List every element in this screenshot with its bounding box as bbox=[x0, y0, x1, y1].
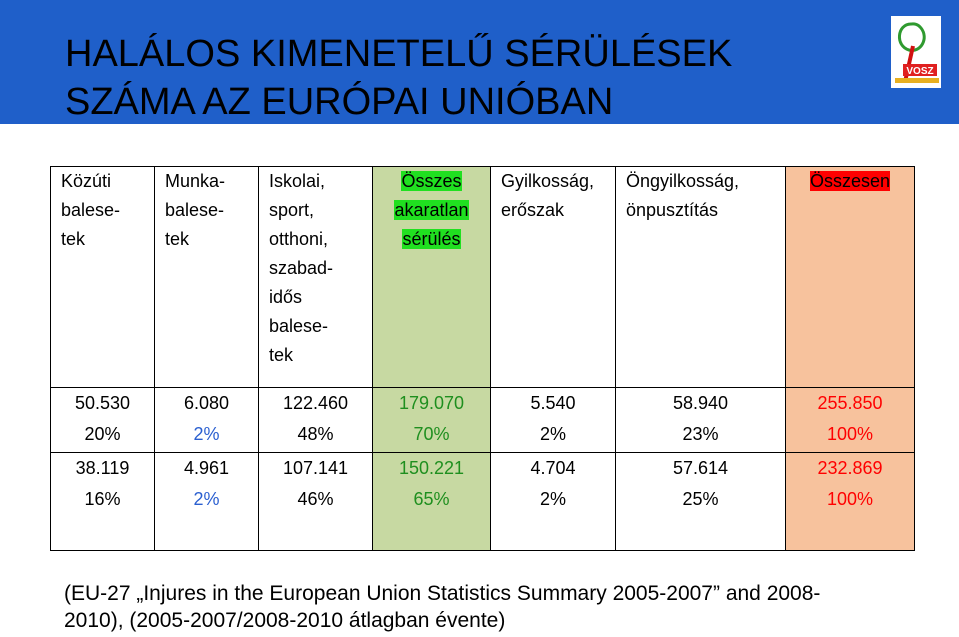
header-band: HALÁLOS KIMENETELŰ SÉRÜLÉSEK SZÁMA AZ EU… bbox=[0, 0, 959, 124]
table-row: 50.530 20% 6.080 2% 122.460 48% 179.070 70% … bbox=[50, 387, 915, 453]
cell-school-1: 122.460 48% bbox=[258, 387, 373, 453]
injury-table: Közúti balese-tek Munka-balese-tek Iskola… bbox=[50, 166, 915, 551]
col-header-suicide: Öngyilkosság, önpusztítás bbox=[615, 166, 786, 388]
col-header-school-home: Iskolai, sport, otthoni, szabad-idős balese-… bbox=[258, 166, 373, 388]
vosz-logo: VOSZ bbox=[891, 16, 941, 88]
cell-unintentional-1: 179.070 70% bbox=[372, 387, 491, 453]
header-row: Közúti balese-tek Munka-balese-tek Iskola… bbox=[50, 166, 915, 388]
page-title: HALÁLOS KIMENETELŰ SÉRÜLÉSEK SZÁMA AZ EU… bbox=[65, 30, 865, 126]
cell-road-1: 50.530 20% bbox=[50, 387, 155, 453]
cell-unintentional-2: 150.221 65% bbox=[372, 452, 491, 551]
source-note: (EU-27 „Injures in the European Union St… bbox=[64, 580, 924, 634]
cell-work-2: 4.961 2% bbox=[154, 452, 259, 551]
source-line-1: (EU-27 „Injures in the European Union St… bbox=[64, 582, 821, 605]
col-header-unintentional: Összes akaratlan sérülés bbox=[372, 166, 491, 388]
cell-homicide-2: 4.704 2% bbox=[490, 452, 616, 551]
source-line-2: 2010), (2005-2007/2008-2010 átlagban éve… bbox=[64, 609, 506, 632]
title-line-1: HALÁLOS KIMENETELŰ SÉRÜLÉSEK bbox=[65, 33, 733, 75]
cell-suicide-2: 57.614 25% bbox=[615, 452, 786, 551]
cell-school-2: 107.141 46% bbox=[258, 452, 373, 551]
col-header-work: Munka-balese-tek bbox=[154, 166, 259, 388]
logo-text: VOSZ bbox=[906, 66, 933, 77]
cell-total-2: 232.869 100% bbox=[785, 452, 915, 551]
title-line-2: SZÁMA AZ EURÓPAI UNIÓBAN bbox=[65, 81, 614, 123]
table-row: 38.119 16% 4.961 2% 107.141 46% 150.221 65% … bbox=[50, 452, 915, 551]
cell-work-1: 6.080 2% bbox=[154, 387, 259, 453]
col-header-road: Közúti balese-tek bbox=[50, 166, 155, 388]
col-header-total: Összesen bbox=[785, 166, 915, 388]
cell-total-1: 255.850 100% bbox=[785, 387, 915, 453]
cell-road-2: 38.119 16% bbox=[50, 452, 155, 551]
cell-homicide-1: 5.540 2% bbox=[490, 387, 616, 453]
cell-suicide-1: 58.940 23% bbox=[615, 387, 786, 453]
col-header-homicide: Gyilkosság, erőszak bbox=[490, 166, 616, 388]
